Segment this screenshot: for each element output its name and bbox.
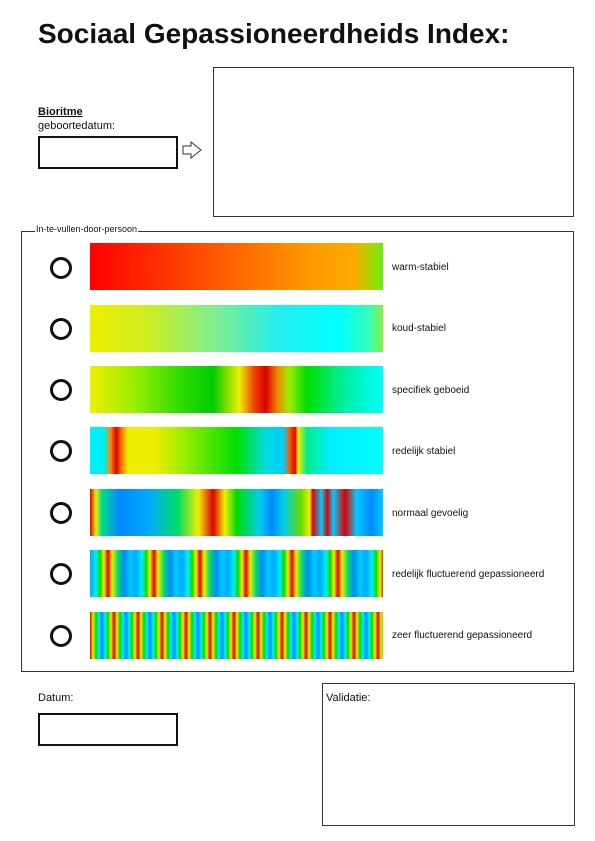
gradient-bar xyxy=(90,305,383,352)
radio[interactable] xyxy=(50,440,72,462)
result-box xyxy=(213,67,574,217)
arrow-icon xyxy=(182,140,202,160)
birthdate-input[interactable] xyxy=(38,136,178,169)
radio[interactable] xyxy=(50,257,72,279)
radio[interactable] xyxy=(50,318,72,340)
option-label: zeer fluctuerend gepassioneerd xyxy=(392,630,533,641)
birthdate-label: geboortedatum: xyxy=(38,120,116,132)
option-label: specifiek geboeid xyxy=(392,385,470,396)
panel-legend: In-te-vullen-door-persoon xyxy=(35,224,139,234)
gradient-bar xyxy=(90,427,383,474)
gradient-bar xyxy=(90,243,383,290)
gradient-bar xyxy=(90,489,383,536)
option-label: warm-stabiel xyxy=(392,262,449,273)
option-label: redelijk fluctuerend gepassioneerd xyxy=(392,569,545,580)
radio[interactable] xyxy=(50,502,72,524)
option-label: koud-stabiel xyxy=(392,323,446,334)
validation-box xyxy=(322,683,575,826)
gradient-bar xyxy=(90,550,383,597)
gradient-bar xyxy=(90,612,383,659)
options-panel xyxy=(21,231,574,672)
date-input[interactable] xyxy=(38,713,178,746)
bioritme-heading: Bioritme xyxy=(38,106,83,118)
radio[interactable] xyxy=(50,625,72,647)
title: Sociaal Gepassioneerdheids Index: xyxy=(38,18,510,49)
radio[interactable] xyxy=(50,379,72,401)
validation-label: Validatie: xyxy=(326,692,371,704)
date-label: Datum: xyxy=(38,692,74,704)
option-label: normaal gevoelig xyxy=(392,508,469,519)
gradient-bar xyxy=(90,366,383,413)
radio[interactable] xyxy=(50,563,72,585)
option-label: redelijk stabiel xyxy=(392,446,456,457)
